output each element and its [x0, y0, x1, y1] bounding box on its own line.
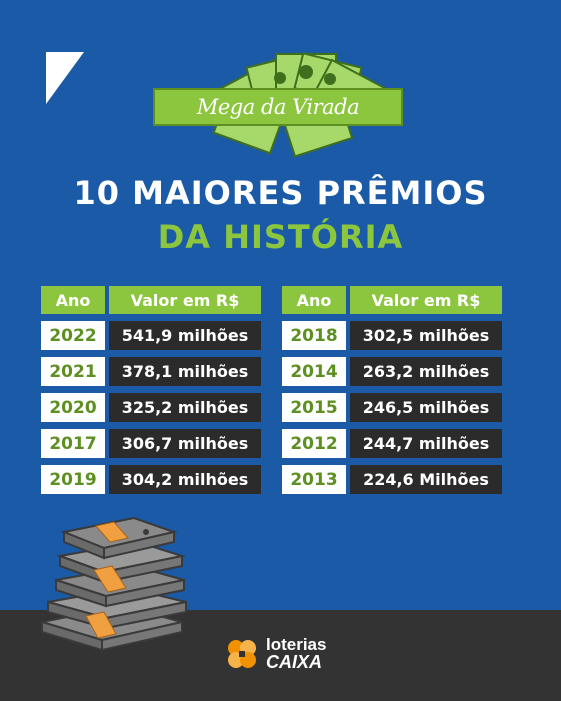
value-cell: 304,2 milhões: [109, 465, 261, 494]
table-header: Ano Valor em R$: [282, 286, 507, 314]
money-stack-icon: [41, 516, 187, 652]
table-row: 2012 244,7 milhões: [282, 429, 507, 458]
column-header-year: Ano: [41, 286, 105, 314]
loterias-clover-icon: [228, 639, 256, 668]
table-row: 2014 263,2 milhões: [282, 357, 507, 386]
page-subtitle: DA HISTÓRIA: [157, 218, 404, 256]
year-cell: 2013: [282, 465, 346, 494]
table-row: 2019 304,2 milhões: [41, 465, 266, 494]
prize-table-left: Ano Valor em R$ 2022 541,9 milhões 2021 …: [41, 286, 266, 501]
corner-triangle-icon: [46, 52, 84, 104]
banner-ribbon: Mega da Virada: [153, 88, 403, 126]
year-cell: 2015: [282, 393, 346, 422]
table-row: 2015 246,5 milhões: [282, 393, 507, 422]
loterias-caixa-logo: loterias CAIXA: [226, 636, 326, 671]
value-cell: 541,9 milhões: [109, 321, 261, 350]
year-cell: 2022: [41, 321, 105, 350]
value-cell: 378,1 milhões: [109, 357, 261, 386]
page-title: 10 MAIORES PRÊMIOS: [73, 174, 488, 212]
year-cell: 2014: [282, 357, 346, 386]
value-cell: 224,6 Milhões: [350, 465, 502, 494]
value-cell: 306,7 milhões: [109, 429, 261, 458]
column-header-value: Valor em R$: [109, 286, 261, 314]
table-row: 2021 378,1 milhões: [41, 357, 266, 386]
value-cell: 244,7 milhões: [350, 429, 502, 458]
table-row: 2020 325,2 milhões: [41, 393, 266, 422]
year-cell: 2012: [282, 429, 346, 458]
year-cell: 2018: [282, 321, 346, 350]
prize-table-right: Ano Valor em R$ 2018 302,5 milhões 2014 …: [282, 286, 507, 501]
banner-title: Mega da Virada: [196, 95, 360, 119]
table-row: 2013 224,6 Milhões: [282, 465, 507, 494]
value-cell: 246,5 milhões: [350, 393, 502, 422]
table-row: 2018 302,5 milhões: [282, 321, 507, 350]
table-row: 2017 306,7 milhões: [41, 429, 266, 458]
column-header-value: Valor em R$: [350, 286, 502, 314]
logo-text-loterias: loterias: [266, 635, 327, 654]
logo-text-caixa: CAIXA: [266, 652, 323, 672]
column-header-year: Ano: [282, 286, 346, 314]
value-cell: 302,5 milhões: [350, 321, 502, 350]
table-header: Ano Valor em R$: [41, 286, 266, 314]
value-cell: 263,2 milhões: [350, 357, 502, 386]
year-cell: 2021: [41, 357, 105, 386]
year-cell: 2017: [41, 429, 105, 458]
table-row: 2022 541,9 milhões: [41, 321, 266, 350]
year-cell: 2019: [41, 465, 105, 494]
year-cell: 2020: [41, 393, 105, 422]
value-cell: 325,2 milhões: [109, 393, 261, 422]
